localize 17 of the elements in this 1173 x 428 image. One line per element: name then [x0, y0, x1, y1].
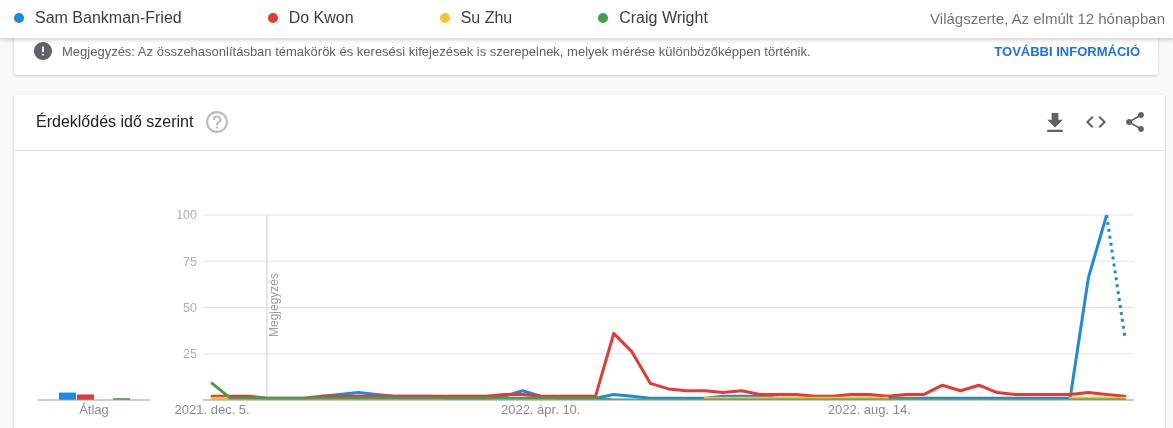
legend-label: Su Zhu: [460, 9, 513, 26]
x-tick-label: 2022. aug. 14.: [827, 402, 911, 418]
y-tick-label: 50: [183, 300, 198, 315]
y-tick-label: 25: [183, 347, 198, 362]
legend-label: Craig Wright: [619, 9, 708, 26]
x-tick-label: 2022. ápr. 10.: [500, 402, 581, 418]
chart-subtitle: Világszerte, Az elmúlt 12 hónapban: [930, 10, 1165, 27]
legend-label: Do Kwon: [288, 9, 354, 26]
x-tick-label: Átlag: [79, 402, 109, 418]
text: TOVÁBBI INFORMÁCIÓ: [994, 43, 1140, 59]
chart-title: Érdeklődés idő szerint: [36, 113, 194, 130]
text: Megjegyzés: Az összehasonlításban témakörök és keresési kifejezések is szerepelnek, melyek mérése különbözőképpen történik.: [62, 43, 811, 59]
y-tick-label: 75: [183, 254, 198, 269]
x-tick-label: 2021. dec. 5.: [174, 402, 250, 418]
y-tick-label: 100: [176, 208, 198, 223]
ref-line-label: Megjegyzés: [266, 273, 281, 338]
legend-label: Sam Bankman-Fried: [35, 9, 182, 26]
